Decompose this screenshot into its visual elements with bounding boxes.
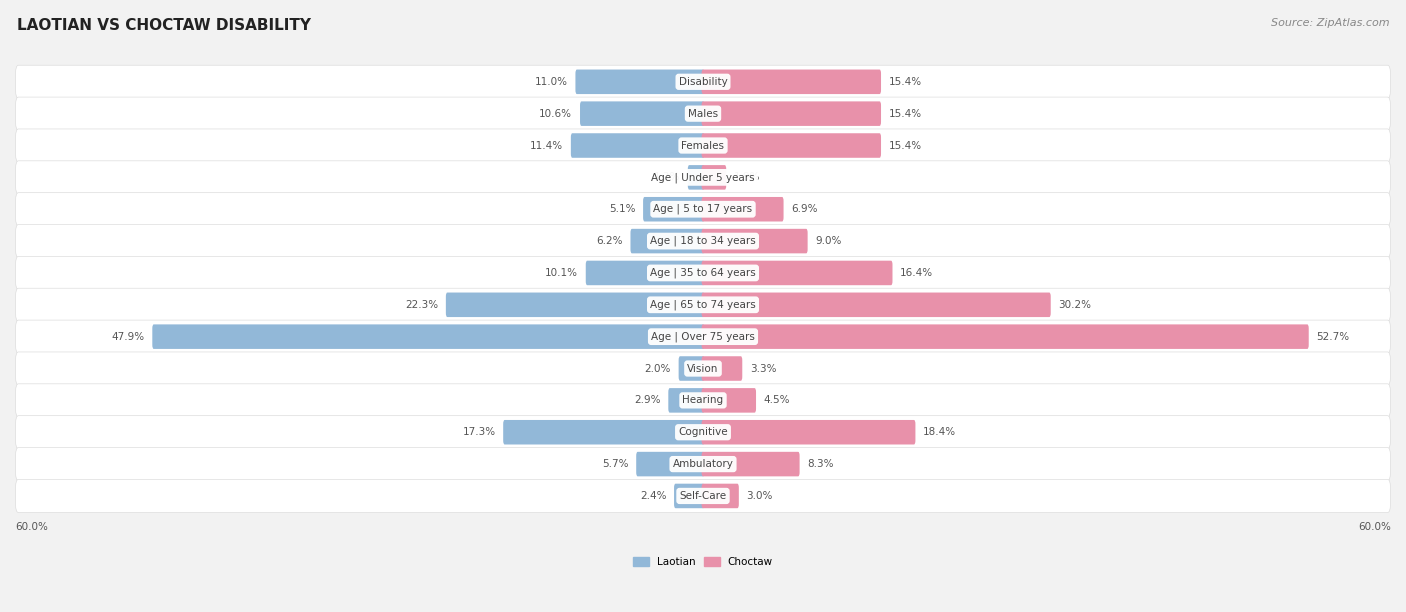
Text: 30.2%: 30.2% [1059, 300, 1091, 310]
Text: Age | Over 75 years: Age | Over 75 years [651, 332, 755, 342]
FancyBboxPatch shape [571, 133, 704, 158]
Text: 5.7%: 5.7% [602, 459, 628, 469]
Text: Vision: Vision [688, 364, 718, 373]
Text: 2.4%: 2.4% [640, 491, 666, 501]
FancyBboxPatch shape [702, 324, 1309, 349]
Text: 1.2%: 1.2% [654, 173, 681, 182]
FancyBboxPatch shape [702, 356, 742, 381]
FancyBboxPatch shape [15, 384, 1391, 417]
FancyBboxPatch shape [643, 197, 704, 222]
Text: Disability: Disability [679, 76, 727, 87]
Text: 47.9%: 47.9% [111, 332, 145, 341]
Text: 8.3%: 8.3% [807, 459, 834, 469]
FancyBboxPatch shape [15, 479, 1391, 512]
Legend: Laotian, Choctaw: Laotian, Choctaw [628, 553, 778, 572]
FancyBboxPatch shape [702, 197, 783, 222]
Text: Females: Females [682, 141, 724, 151]
Text: Source: ZipAtlas.com: Source: ZipAtlas.com [1271, 18, 1389, 28]
Text: Hearing: Hearing [682, 395, 724, 405]
Text: Age | 5 to 17 years: Age | 5 to 17 years [654, 204, 752, 214]
FancyBboxPatch shape [702, 388, 756, 412]
Text: 15.4%: 15.4% [889, 76, 922, 87]
Text: 15.4%: 15.4% [889, 141, 922, 151]
Text: 10.1%: 10.1% [546, 268, 578, 278]
Text: Self-Care: Self-Care [679, 491, 727, 501]
FancyBboxPatch shape [15, 288, 1391, 321]
FancyBboxPatch shape [702, 70, 882, 94]
FancyBboxPatch shape [688, 165, 704, 190]
Text: 52.7%: 52.7% [1316, 332, 1350, 341]
FancyBboxPatch shape [668, 388, 704, 412]
FancyBboxPatch shape [15, 161, 1391, 194]
FancyBboxPatch shape [702, 420, 915, 444]
Text: 6.2%: 6.2% [596, 236, 623, 246]
Text: Cognitive: Cognitive [678, 427, 728, 437]
FancyBboxPatch shape [673, 483, 704, 508]
FancyBboxPatch shape [15, 225, 1391, 258]
FancyBboxPatch shape [702, 102, 882, 126]
Text: Age | 18 to 34 years: Age | 18 to 34 years [650, 236, 756, 247]
Text: 4.5%: 4.5% [763, 395, 790, 405]
FancyBboxPatch shape [702, 133, 882, 158]
Text: 17.3%: 17.3% [463, 427, 495, 437]
FancyBboxPatch shape [15, 416, 1391, 449]
FancyBboxPatch shape [15, 447, 1391, 480]
Text: Males: Males [688, 109, 718, 119]
Text: 11.4%: 11.4% [530, 141, 564, 151]
Text: Age | 65 to 74 years: Age | 65 to 74 years [650, 299, 756, 310]
FancyBboxPatch shape [702, 229, 807, 253]
FancyBboxPatch shape [702, 293, 1050, 317]
FancyBboxPatch shape [152, 324, 704, 349]
Text: 22.3%: 22.3% [405, 300, 439, 310]
FancyBboxPatch shape [630, 229, 704, 253]
Text: 6.9%: 6.9% [792, 204, 818, 214]
FancyBboxPatch shape [702, 452, 800, 476]
FancyBboxPatch shape [702, 483, 738, 508]
FancyBboxPatch shape [503, 420, 704, 444]
Text: 9.0%: 9.0% [815, 236, 842, 246]
Text: 5.1%: 5.1% [609, 204, 636, 214]
FancyBboxPatch shape [15, 352, 1391, 385]
Text: Age | 35 to 64 years: Age | 35 to 64 years [650, 267, 756, 278]
FancyBboxPatch shape [15, 320, 1391, 353]
Text: 15.4%: 15.4% [889, 109, 922, 119]
Text: 60.0%: 60.0% [15, 522, 48, 532]
FancyBboxPatch shape [581, 102, 704, 126]
FancyBboxPatch shape [15, 129, 1391, 162]
Text: 16.4%: 16.4% [900, 268, 934, 278]
Text: 2.9%: 2.9% [634, 395, 661, 405]
FancyBboxPatch shape [586, 261, 704, 285]
Text: 10.6%: 10.6% [540, 109, 572, 119]
Text: 60.0%: 60.0% [1358, 522, 1391, 532]
FancyBboxPatch shape [702, 261, 893, 285]
FancyBboxPatch shape [446, 293, 704, 317]
Text: 18.4%: 18.4% [924, 427, 956, 437]
Text: LAOTIAN VS CHOCTAW DISABILITY: LAOTIAN VS CHOCTAW DISABILITY [17, 18, 311, 34]
FancyBboxPatch shape [636, 452, 704, 476]
Text: 1.9%: 1.9% [734, 173, 761, 182]
FancyBboxPatch shape [15, 65, 1391, 99]
Text: 3.0%: 3.0% [747, 491, 773, 501]
Text: Ambulatory: Ambulatory [672, 459, 734, 469]
Text: 2.0%: 2.0% [644, 364, 671, 373]
Text: 3.3%: 3.3% [749, 364, 776, 373]
FancyBboxPatch shape [575, 70, 704, 94]
FancyBboxPatch shape [15, 256, 1391, 289]
FancyBboxPatch shape [679, 356, 704, 381]
Text: 11.0%: 11.0% [534, 76, 568, 87]
FancyBboxPatch shape [15, 97, 1391, 130]
FancyBboxPatch shape [702, 165, 727, 190]
Text: Age | Under 5 years: Age | Under 5 years [651, 172, 755, 182]
FancyBboxPatch shape [15, 193, 1391, 226]
